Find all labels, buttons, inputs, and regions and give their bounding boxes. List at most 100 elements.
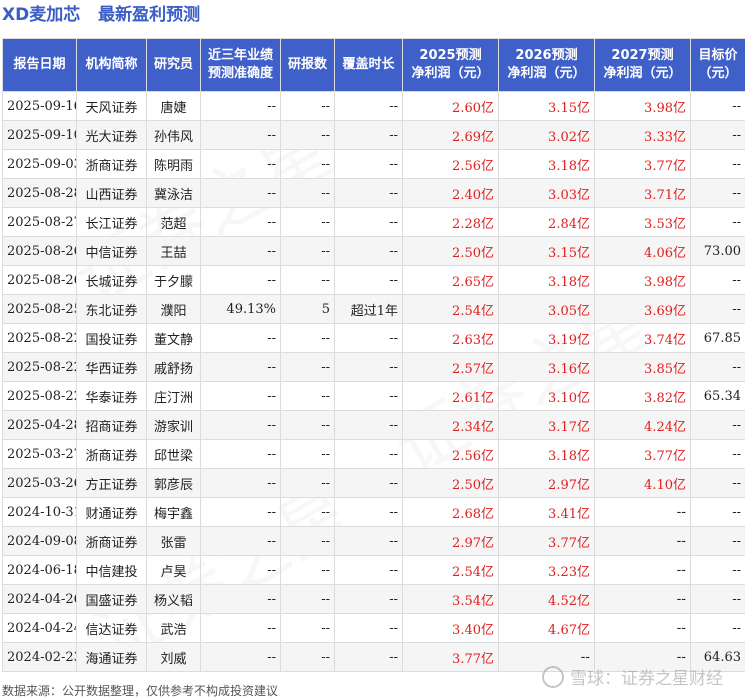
report-date: 2025-08-26 [2,265,77,295]
profit-2026: 2.97亿 [498,468,595,498]
col-institution: 机构简称 [76,38,147,92]
profit-2027: 3.85亿 [594,352,691,382]
analyst-name: 濮阳 [146,294,201,324]
report-count: -- [280,323,335,353]
profit-2026: 3.18亿 [498,265,595,295]
institution-name: 海通证券 [76,642,147,672]
profit-2026: 3.16亿 [498,352,595,382]
profit-2027: 3.33亿 [594,120,691,150]
accuracy: -- [200,642,281,672]
target-price: -- [690,178,745,208]
target-price: 67.85 [690,323,745,353]
report-count: 5 [280,294,335,324]
report-count: -- [280,468,335,498]
accuracy: 49.13% [200,294,281,324]
coverage-duration: -- [334,468,403,498]
profit-2027: -- [594,497,691,527]
target-price: -- [690,294,745,324]
table-header-row: 报告日期 机构简称 研究员 近三年业绩 预测准确度 研报数 覆盖时长 2025预测 净利润（元）… [2,38,745,92]
coverage-duration: -- [334,352,403,382]
profit-2025: 3.77亿 [402,642,499,672]
report-count: -- [280,265,335,295]
report-count: -- [280,584,335,614]
profit-2025: 2.34亿 [402,410,499,440]
report-count: -- [280,207,335,237]
coverage-duration: -- [334,149,403,179]
target-price: -- [690,265,745,295]
report-count: -- [280,91,335,121]
table-row: 2024-04-26 国盛证券 杨义韬 -- -- -- 3.54亿 4.52亿 -- -- [2,584,745,614]
table-row: 2025-09-03 浙商证券 陈明雨 -- -- -- 2.56亿 3.18亿 3.77亿 -- [2,149,745,179]
coverage-duration: -- [334,91,403,121]
profit-2025: 2.97亿 [402,526,499,556]
accuracy: -- [200,178,281,208]
report-date: 2024-04-24 [2,613,77,643]
report-date: 2025-09-03 [2,149,77,179]
report-count: -- [280,642,335,672]
profit-2027: -- [594,584,691,614]
profit-2026: 3.18亿 [498,149,595,179]
profit-2026: 3.19亿 [498,323,595,353]
table-row: 2025-08-26 长城证券 于夕朦 -- -- -- 2.65亿 3.18亿 3.98亿 -- [2,265,745,295]
profit-2026: 3.41亿 [498,497,595,527]
table-row: 2024-09-08 浙商证券 张雷 -- -- -- 2.97亿 3.77亿 -- -- [2,526,745,556]
accuracy: -- [200,584,281,614]
report-count: -- [280,236,335,266]
analyst-name: 卢昊 [146,555,201,585]
profit-2026: 2.84亿 [498,207,595,237]
target-price: -- [690,468,745,498]
profit-2027: 3.74亿 [594,323,691,353]
profit-2026: 3.10亿 [498,381,595,411]
accuracy: -- [200,410,281,440]
analyst-name: 唐婕 [146,91,201,121]
report-date: 2024-02-23 [2,642,77,672]
report-count: -- [280,613,335,643]
target-price: -- [690,584,745,614]
report-date: 2025-08-26 [2,236,77,266]
report-date: 2024-06-18 [2,555,77,585]
analyst-name: 武浩 [146,613,201,643]
analyst-name: 郭彦辰 [146,468,201,498]
profit-2027: -- [594,526,691,556]
analyst-name: 邱世梁 [146,439,201,469]
institution-name: 山西证券 [76,178,147,208]
coverage-duration: -- [334,584,403,614]
page-subtitle: 最新盈利预测 [98,5,201,25]
report-date: 2025-08-22 [2,352,77,382]
target-price: 64.63 [690,642,745,672]
report-count: -- [280,352,335,382]
report-date: 2025-09-16 [2,91,77,121]
col-2026-profit: 2026预测 净利润（元） [498,38,595,92]
analyst-name: 张雷 [146,526,201,556]
institution-name: 方正证券 [76,468,147,498]
target-price: -- [690,439,745,469]
profit-2027: 3.98亿 [594,91,691,121]
profit-2025: 3.54亿 [402,584,499,614]
profit-2026: 3.77亿 [498,526,595,556]
analyst-name: 范超 [146,207,201,237]
table-row: 2025-09-16 天风证券 唐婕 -- -- -- 2.60亿 3.15亿 3.98亿 -- [2,91,745,121]
profit-2025: 2.54亿 [402,555,499,585]
institution-name: 中信证券 [76,236,147,266]
profit-2025: 2.60亿 [402,91,499,121]
accuracy: -- [200,265,281,295]
profit-2025: 2.28亿 [402,207,499,237]
coverage-duration: -- [334,613,403,643]
profit-2027: 3.98亿 [594,265,691,295]
profit-2026: 3.05亿 [498,294,595,324]
institution-name: 长江证券 [76,207,147,237]
profit-2026: 3.17亿 [498,410,595,440]
report-date: 2024-10-31 [2,497,77,527]
coverage-duration: -- [334,381,403,411]
table-row: 2025-08-22 华西证券 戚舒扬 -- -- -- 2.57亿 3.16亿 3.85亿 -- [2,352,745,382]
coverage-duration: -- [334,207,403,237]
table-row: 2025-08-28 山西证券 冀泳洁 -- -- -- 2.40亿 3.03亿 3.71亿 -- [2,178,745,208]
analyst-name: 梅宇鑫 [146,497,201,527]
profit-2027: 4.24亿 [594,410,691,440]
coverage-duration: -- [334,120,403,150]
profit-2027: 3.77亿 [594,149,691,179]
col-2025-profit: 2025预测 净利润（元） [402,38,499,92]
coverage-duration: -- [334,323,403,353]
profit-2025: 2.57亿 [402,352,499,382]
coverage-duration: -- [334,642,403,672]
